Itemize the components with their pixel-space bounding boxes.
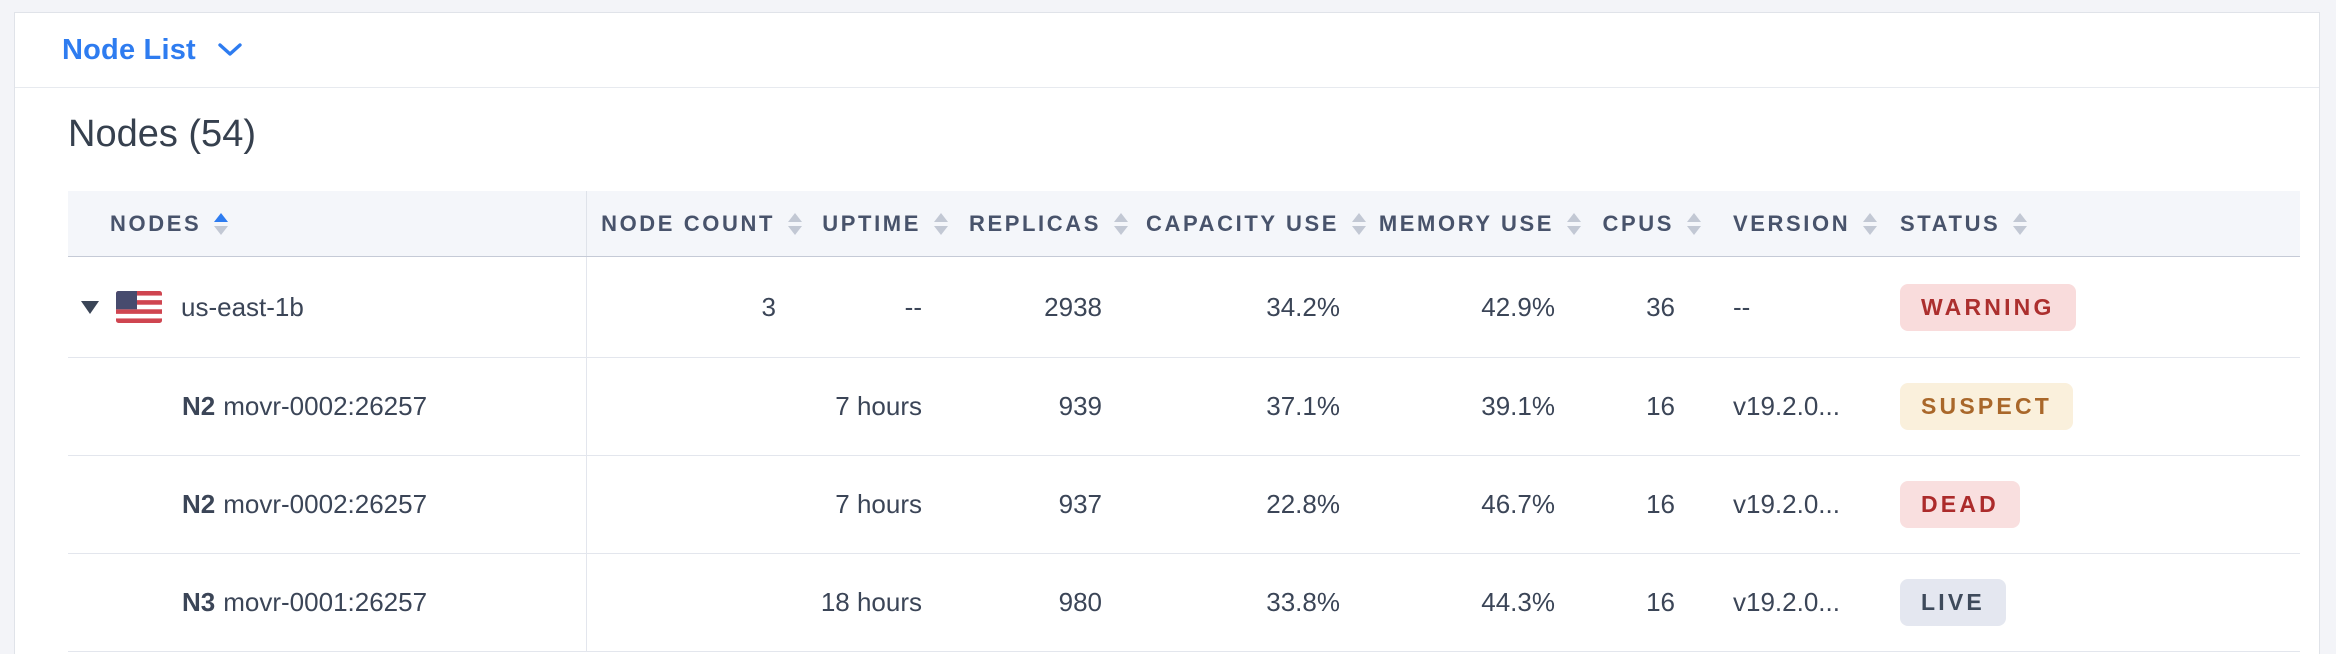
capacity-use-cell: 34.2% [1266,291,1340,322]
column-header-uptime[interactable]: UPTIME [806,191,952,256]
status-cell: WARNING [1880,257,2300,357]
cpus-cell: 36 [1646,291,1675,322]
capacity-use-cell: 22.8% [1266,489,1340,519]
node-count-cell: 3 [761,291,776,322]
view-selector-label: Node List [62,33,196,66]
version-cell: -- [1733,291,1751,322]
page-title: Nodes (54) [68,113,256,155]
column-header-cpus[interactable]: CPUS [1585,191,1705,256]
status-badge: DEAD [1900,481,2020,528]
replicas-cell: 2938 [1044,291,1102,322]
column-header-status[interactable]: STATUS [1880,191,2300,256]
status-badge: SUSPECT [1900,383,2074,430]
column-header-nodes[interactable]: NODES [68,191,587,256]
uptime-cell: 18 hours [820,587,922,617]
sort-icon [2013,212,2028,235]
table-row-node: N2 movr-0002:26257 7 hours 937 22.8% 46.… [68,456,2300,554]
uptime-cell: 7 hours [835,391,922,421]
replicas-cell: 980 [1058,587,1102,617]
node-name-cell[interactable]: N2 movr-0002:26257 [68,456,587,553]
status-cell: SUSPECT [1880,358,2300,455]
memory-use-cell: 39.1% [1481,391,1555,421]
column-header-memory-use[interactable]: MEMORY USE [1370,191,1585,256]
table-row-region: us-east-1b 3 -- 2938 34.2% 42.9% 36 -- W… [68,257,2300,358]
memory-use-cell: 42.9% [1481,291,1555,322]
node-count-cell [587,456,806,553]
table-header-row: NODES NODE COUNT UPTIME REPLICAS CAPACIT… [68,191,2300,257]
version-cell: v19.2.0... [1733,489,1840,519]
node-count-cell [587,554,806,651]
column-header-version[interactable]: VERSION [1705,191,1880,256]
node-list-card: Node List Nodes (54) NODES NODE COUNT [14,12,2320,654]
sort-icon [1863,212,1878,235]
column-header-replicas[interactable]: REPLICAS [952,191,1132,256]
sort-icon [1567,212,1581,235]
cpus-cell: 16 [1646,391,1675,421]
column-header-capacity-use[interactable]: CAPACITY USE [1132,191,1370,256]
memory-use-cell: 46.7% [1481,489,1555,519]
status-badge: WARNING [1900,283,2076,331]
replicas-cell: 937 [1058,489,1102,519]
sort-icon [934,212,948,235]
sort-icon [1352,212,1366,235]
node-name-cell[interactable]: N3 movr-0001:26257 [68,554,587,651]
table-row-node: N2 movr-0002:26257 7 hours 939 37.1% 39.… [68,358,2300,456]
node-address: movr-0001:26257 [223,587,428,617]
view-selector-bar: Node List [15,13,2319,88]
cpus-cell: 16 [1646,587,1675,617]
status-badge: LIVE [1900,579,2006,626]
memory-use-cell: 44.3% [1481,587,1555,617]
us-flag-icon [116,291,162,323]
node-id: N2 [182,391,216,421]
region-name: us-east-1b [181,291,304,322]
nodes-table: NODES NODE COUNT UPTIME REPLICAS CAPACIT… [68,191,2300,652]
status-cell: LIVE [1880,554,2300,651]
region-name-cell[interactable]: us-east-1b [68,257,587,357]
capacity-use-cell: 37.1% [1266,391,1340,421]
status-cell: DEAD [1880,456,2300,553]
version-cell: v19.2.0... [1733,587,1840,617]
node-address: movr-0002:26257 [223,489,428,519]
node-address: movr-0002:26257 [223,391,428,421]
sort-icon [788,212,802,235]
view-selector-dropdown[interactable]: Node List [62,34,242,67]
node-id: N2 [182,489,216,519]
uptime-cell: 7 hours [835,489,922,519]
version-cell: v19.2.0... [1733,391,1840,421]
cpus-cell: 16 [1646,489,1675,519]
uptime-cell: -- [904,291,922,322]
sort-icon [1687,212,1701,235]
collapse-caret-icon[interactable] [81,300,99,314]
chevron-down-icon [218,43,242,57]
page-content: Nodes (54) NODES NODE COUNT UPTIME REPLI… [15,113,2319,652]
table-row-node: N3 movr-0001:26257 18 hours 980 33.8% 44… [68,554,2300,652]
node-count-cell [587,358,806,455]
node-id: N3 [182,587,216,617]
replicas-cell: 939 [1058,391,1102,421]
sort-icon [214,212,229,235]
capacity-use-cell: 33.8% [1266,587,1340,617]
sort-icon [1114,212,1128,235]
column-header-node-count[interactable]: NODE COUNT [587,191,806,256]
node-name-cell[interactable]: N2 movr-0002:26257 [68,358,587,455]
